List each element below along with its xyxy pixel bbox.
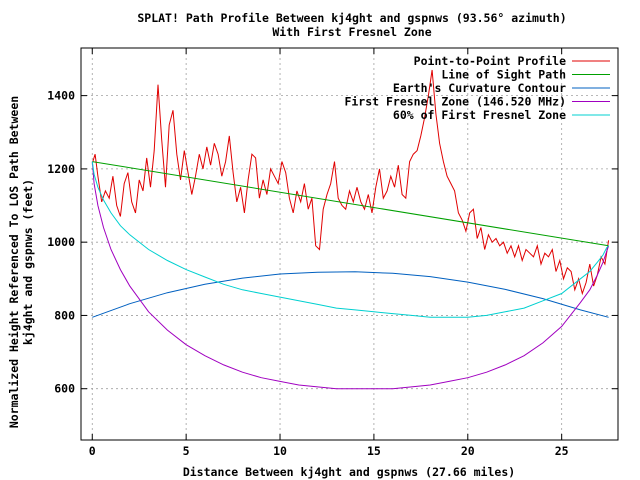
ticks: [81, 48, 618, 440]
tick-labels: 0 5 10 15 20 25 600 800 1000 1200 1400: [47, 89, 568, 458]
y-tick-label: 1200: [47, 162, 75, 176]
series-line-earth-s-curvature-contour: [92, 271, 609, 318]
x-tick-label: 10: [273, 444, 287, 458]
series-group: [91, 69, 610, 390]
x-tick-label: 0: [89, 444, 96, 458]
chart-subtitle: With First Fresnel Zone: [272, 25, 431, 39]
legend-label-line-of-sight-path: Line of Sight Path: [441, 68, 566, 82]
x-tick-label: 25: [555, 444, 569, 458]
grid: [81, 48, 618, 440]
y-axis-label-line2: kj4ght and gspnws (feet): [21, 179, 35, 345]
series-line-first-fresnel-zone-146-520-mhz: [91, 161, 610, 390]
series-line-line-of-sight-path: [92, 161, 609, 247]
x-tick-label: 15: [367, 444, 381, 458]
legend-label-60-of-first-fresnel-zone: 60% of First Fresnel Zone: [393, 108, 566, 122]
plot-frame: [80, 47, 619, 441]
legend-label-point-to-point-profile: Point-to-Point Profile: [414, 54, 566, 68]
legend-label-earth-s-curvature-contour: Earth's Curvature Contour: [393, 81, 566, 95]
x-axis-label: Distance Between kj4ght and gspnws (27.6…: [183, 465, 515, 479]
chart-title: SPLAT! Path Profile Between kj4ght and g…: [137, 11, 566, 25]
y-tick-label: 600: [54, 382, 75, 396]
x-tick-label: 20: [461, 444, 475, 458]
y-tick-label: 1000: [47, 235, 75, 249]
series-line-point-to-point-profile: [91, 69, 610, 296]
y-tick-label: 1400: [47, 89, 75, 103]
legend-label-first-fresnel-zone-146-520-mhz: First Fresnel Zone (146.520 MHz): [344, 95, 566, 109]
x-tick-label: 5: [183, 444, 190, 458]
y-tick-label: 800: [54, 308, 75, 322]
y-axis-label-line1: Normalized Height Referenced To LOS Path…: [7, 96, 21, 428]
series-line-60-of-first-fresnel-zone: [91, 161, 609, 318]
